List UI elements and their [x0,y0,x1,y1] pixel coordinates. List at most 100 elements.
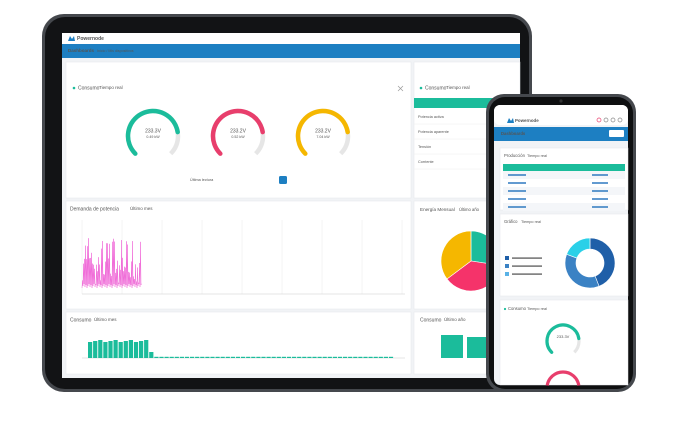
card-title: Consumo [508,306,527,311]
legend-text [512,257,542,259]
consumption-bar [241,356,246,358]
table-row [503,203,625,211]
power-line [81,238,142,289]
card-title: Consumo [78,85,100,91]
table-row [503,179,625,187]
consumption-bar [302,356,307,358]
table-row: Tensión [418,145,431,149]
table-row: Corriente [418,160,434,164]
card-title: Consumo [420,317,442,323]
legend-text [512,265,542,267]
consumption-bar [164,356,169,358]
card-title: Demanda de potencia [70,206,119,212]
consumption-bar [118,342,123,358]
gauge-power: 0.52 kW [231,135,245,139]
consumption-bar [128,340,133,358]
card-subtitle: Tiempo real [527,154,547,158]
header-icon [617,117,623,123]
consumption-bar [378,356,383,358]
consumption-bar [195,356,200,358]
gauge-value: 233.2V [315,128,332,134]
consumption-bar [383,356,388,358]
card-subtitle: Último año [444,316,466,322]
consumption-bar [154,356,159,358]
chart-slice [566,237,591,259]
status-dot [503,307,507,311]
row-label [508,174,526,176]
consumption-bar [200,356,205,358]
consumption-bar [144,340,149,358]
consumption-bar [93,341,98,358]
consumption-bar [98,340,103,358]
consumption-bar [297,356,302,358]
row-label [508,198,526,200]
navbar [62,44,520,58]
consumption-bar [246,356,251,358]
consumption-bar [225,356,230,358]
table-row: Potencia aparente [418,130,449,134]
consumption-bar [266,356,271,358]
gauge-arc [545,323,581,354]
card-subtitle: Tiempo real [521,220,541,224]
card-subtitle: Tiempo real [527,307,547,311]
header-icon [596,117,602,123]
consumption-bar [210,356,215,358]
gauge-value: 233.3V [145,128,162,134]
tools-icon [397,85,404,92]
header-icon [610,117,616,123]
consumption-bar [322,356,327,358]
row-label [508,182,526,184]
gauge-value: 233.2V [230,128,247,134]
brand: Powernode [515,118,539,123]
card-subtitle: Último mes [94,316,117,322]
consumption-bar [149,352,154,358]
card [65,61,412,199]
consumption-bar [307,356,312,358]
consumption-bar [292,356,297,358]
consumption-bar [190,356,195,358]
consumption-bar [281,356,286,358]
consumption-bar [337,356,343,358]
consumption-bar [108,341,113,358]
consumption-bar [159,356,164,358]
card-title: Producción [504,153,526,158]
consumption-bar [327,356,332,358]
card-title: Gráfico [504,219,518,224]
row-label [508,190,526,192]
consumption-bar [205,356,210,358]
phone-camera [559,99,563,103]
gauge-value: 233.3V [557,334,570,339]
header-icon [603,117,609,123]
consumption-bar [133,342,139,358]
nav-title: Dashboards [68,48,95,53]
consumption-bar [113,340,118,358]
consumption-bar [441,335,463,358]
consumption-bar [174,356,179,358]
topbar [62,33,520,44]
chart-slice [440,230,472,280]
consumption-bar [215,356,220,358]
gauge-power: 0.49 kW [146,135,160,139]
table-row [503,195,625,203]
consumption-bar [332,356,337,358]
consumption-bar [368,356,373,358]
brand: Powernode [77,36,104,42]
legend-swatch [505,256,509,260]
consumption-bar [348,356,353,358]
consumption-bar [220,356,225,358]
consumption-bar [467,337,489,358]
card-subtitle: Tiempo real [99,85,123,90]
gauge-arc [210,108,265,156]
consumption-bar [317,356,322,358]
card-subtitle: Último mes [130,205,153,211]
card-subtitle: Tiempo real [446,85,470,90]
consumption-bar [261,356,266,358]
consumption-bar [184,356,190,358]
nav-title: Dashboards [501,131,526,136]
gauge-arc [125,108,180,156]
consumption-bar [312,356,317,358]
row-value [592,190,608,192]
row-label [508,206,526,208]
row-value [592,182,608,184]
gauge-power: 7.04 kW [316,135,330,139]
